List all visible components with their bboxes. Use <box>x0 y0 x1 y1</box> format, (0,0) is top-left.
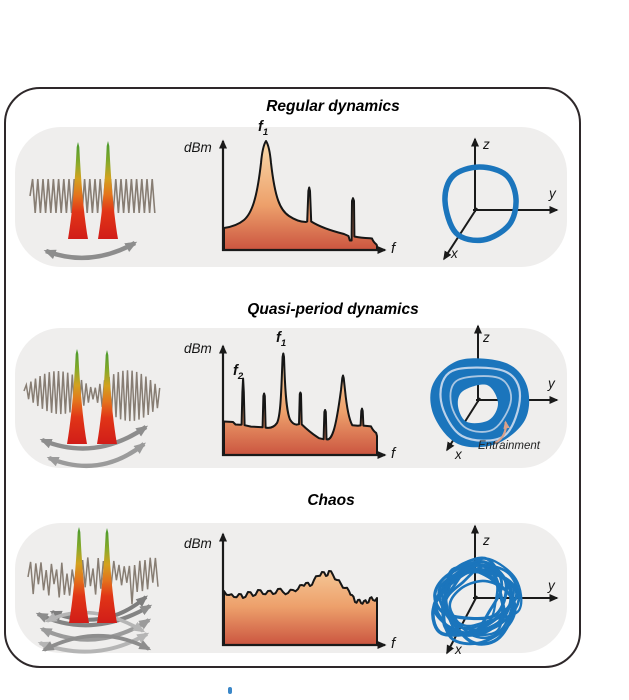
entrainment-pointer-arrow <box>494 420 510 444</box>
pulse-right <box>97 528 117 623</box>
rf-spectrum-quasi <box>219 344 387 459</box>
spectrum-xlabel: f <box>391 635 396 652</box>
pulse-right <box>97 350 117 444</box>
rf-spectrum-chaos <box>219 532 387 649</box>
chaotic-arrow-4 <box>44 610 146 633</box>
peak-f2-sub: 2 <box>237 370 244 382</box>
panel-title-quasi: Quasi-period dynamics <box>247 301 419 318</box>
spectrum-trace <box>223 352 378 456</box>
entrainment-annotation: Entrainment <box>478 440 541 452</box>
z-axis-label: z <box>483 137 490 152</box>
panel-title-regular: Regular dynamics <box>266 98 400 115</box>
pulse-left <box>68 142 88 239</box>
phase-space-chaos <box>431 524 559 655</box>
z-axis-label: z <box>483 330 490 345</box>
chaotic-arrow-6 <box>41 633 152 652</box>
phase-space-regular <box>442 137 559 261</box>
peak-f1-base: f <box>258 119 263 135</box>
modulated-wave <box>23 370 161 422</box>
spectrum-trace <box>223 570 378 646</box>
y-axis-label: y <box>549 186 556 201</box>
pulse-left <box>67 349 87 444</box>
spectrum-ylabel: dBm <box>184 341 212 356</box>
peak-f1-sub: 1 <box>262 126 269 138</box>
z-axis-label: z <box>483 533 490 548</box>
peak-f1-base: f <box>276 330 281 346</box>
limit-cycle-trajectory <box>442 164 519 244</box>
x-axis-label: x <box>455 447 462 462</box>
pulse-right <box>98 141 118 239</box>
panel-quasi-graphics <box>23 324 559 469</box>
rf-spectrum-regular <box>219 139 387 254</box>
chaotic-attractor <box>431 556 523 646</box>
peak-f2-label: f2 <box>233 363 244 382</box>
dual-pulse-waveform-icon <box>29 141 156 261</box>
spectrum-ylabel: dBm <box>184 140 212 155</box>
chaotic-arrow-1 <box>35 604 153 628</box>
noisy-wave <box>27 557 159 605</box>
spectrum-trace <box>223 140 378 251</box>
y-axis-label: y <box>548 376 555 391</box>
sweep-arrow-1 <box>39 425 149 451</box>
pulse-left <box>69 527 89 623</box>
panel-regular-graphics <box>29 137 559 261</box>
torus-winding-streak-2 <box>449 375 512 433</box>
sweep-arrow-2 <box>46 442 146 469</box>
noisy-pulse-waveform-icon <box>27 527 159 654</box>
peak-f1-label: f1 <box>276 330 287 349</box>
y-axis-label: y <box>548 578 555 593</box>
peak-f2-base: f <box>233 363 238 379</box>
peak-f1-label: f1 <box>258 119 269 138</box>
phase-space-quasi <box>430 324 559 452</box>
spectrum-xlabel: f <box>391 445 396 462</box>
carrier-wave <box>29 178 156 214</box>
spectrum-xlabel: f <box>391 240 396 257</box>
spectrum-ylabel: dBm <box>184 536 212 551</box>
x-axis-label: x <box>451 246 458 261</box>
stray-mark <box>228 687 232 694</box>
x-axis-label: x <box>455 642 462 657</box>
attractor-loop <box>448 579 514 640</box>
peak-f1-sub: 1 <box>280 337 287 349</box>
panel-title-chaos: Chaos <box>307 492 355 509</box>
attractor-loop <box>433 559 509 621</box>
modulated-pulse-waveform-icon <box>23 349 161 469</box>
sweep-arrow <box>43 241 138 261</box>
attractor-loop <box>441 568 517 646</box>
torus-trajectory <box>430 358 530 448</box>
panel-chaos-graphics <box>27 524 559 655</box>
